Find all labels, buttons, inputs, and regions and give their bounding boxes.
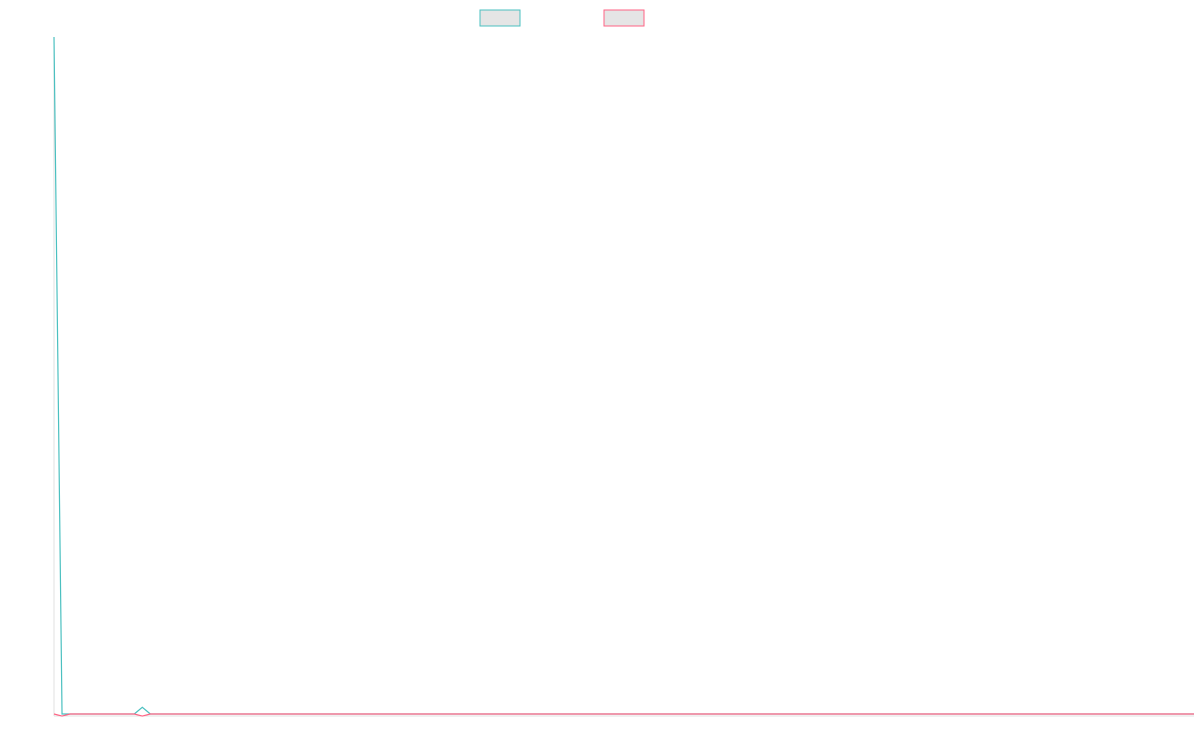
legend-swatch-1[interactable] <box>479 9 521 27</box>
series-line-1 <box>53 36 1194 715</box>
series-layer <box>53 36 1194 717</box>
legend[interactable] <box>479 9 645 27</box>
legend-swatch-2[interactable] <box>603 9 645 27</box>
series-line-2 <box>53 713 1194 717</box>
axes <box>53 37 1194 717</box>
